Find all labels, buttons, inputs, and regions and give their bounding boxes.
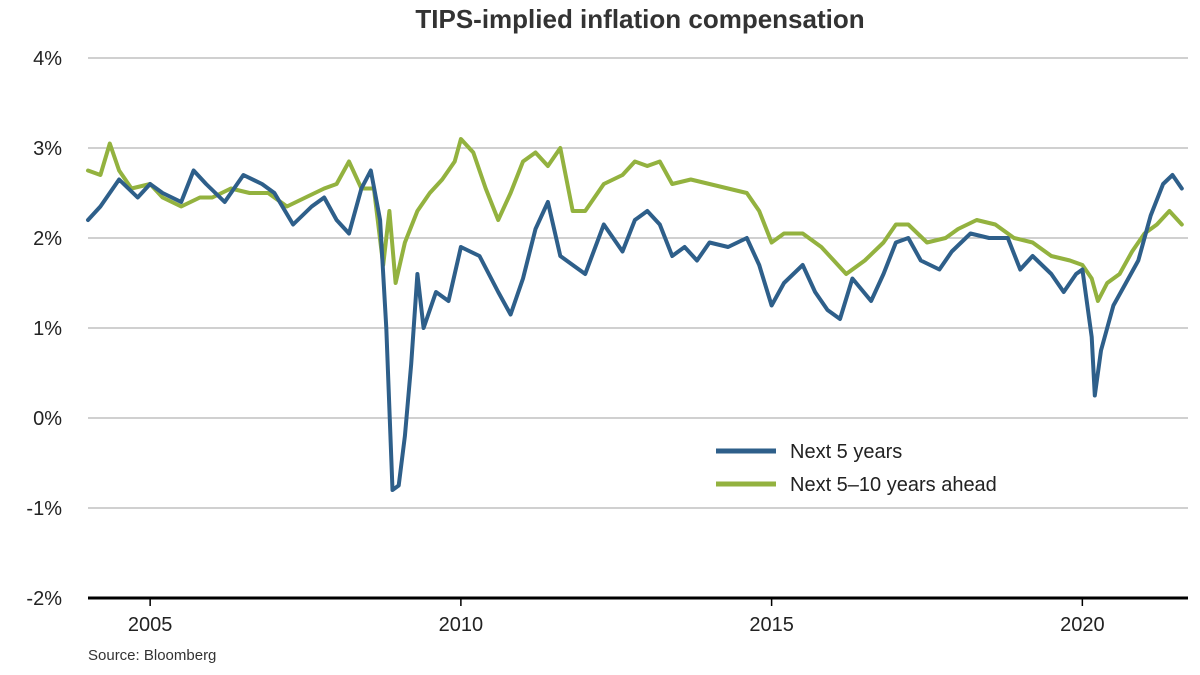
x-tick-label: 2020 [1060,614,1105,636]
legend-label: Next 5 years [790,441,902,463]
source-note: Source: Bloomberg [88,647,217,664]
y-tick-label: -1% [26,498,62,520]
legend: Next 5 years Next 5–10 years ahead [716,441,997,496]
y-tick-labels: -2% -1% 0% 1% 2% 3% 4% [26,48,62,610]
chart-title: TIPS-implied inflation compensation [415,4,865,34]
x-tick-label: 2005 [128,614,173,636]
series-line-next-5-years [86,168,1184,492]
series-lines [86,137,1184,492]
x-tick-label: 2015 [749,614,794,636]
y-tick-label: 2% [33,228,62,250]
y-tick-label: 0% [33,408,62,430]
x-tick-labels: 2005 2010 2015 2020 [128,598,1105,636]
y-tick-label: 3% [33,138,62,160]
legend-label: Next 5–10 years ahead [790,474,997,496]
y-tick-label: 1% [33,318,62,340]
series-line-next-5-10-years [86,137,1184,303]
x-tick-label: 2010 [439,614,484,636]
gridlines [88,57,1188,600]
y-tick-label: -2% [26,588,62,610]
y-tick-label: 4% [33,48,62,70]
